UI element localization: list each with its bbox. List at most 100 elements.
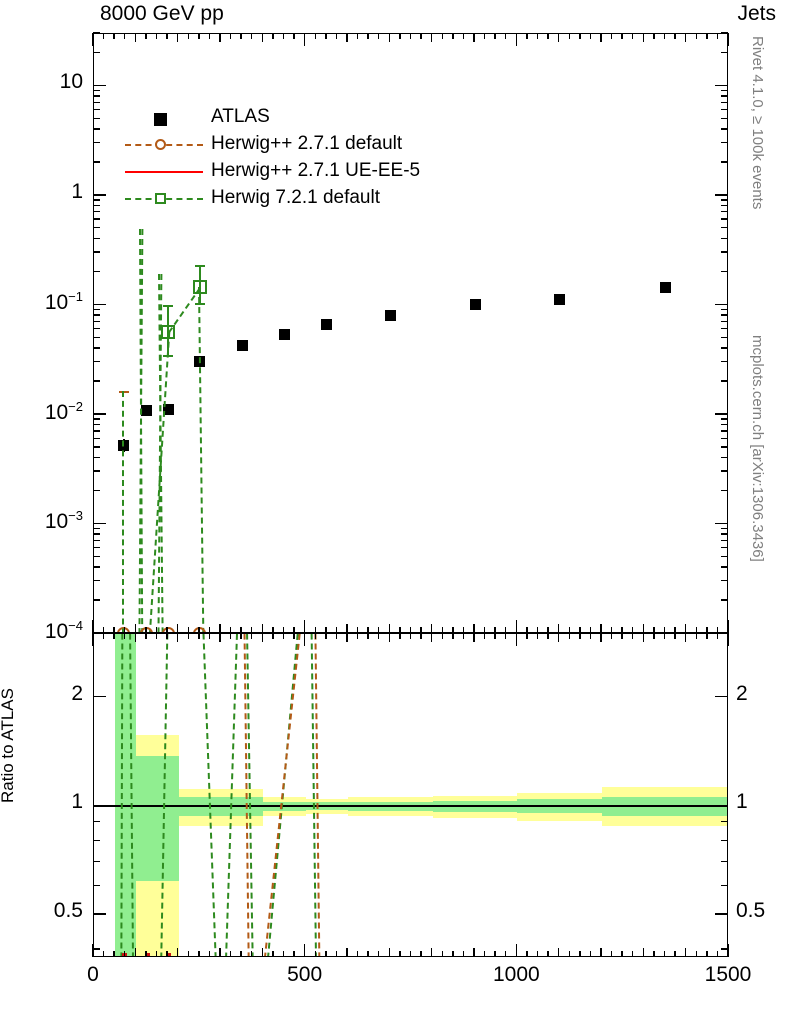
- axis-tick: [93, 884, 100, 887]
- axis-tick: [93, 446, 100, 448]
- axis-tick: [93, 161, 100, 163]
- herwig721-error-cap: [194, 303, 205, 306]
- axis-tick: [240, 951, 242, 957]
- axis-tick: [473, 948, 475, 957]
- axis-tick: [716, 627, 719, 633]
- axis-tick: [610, 627, 613, 633]
- axis-tick: [102, 627, 105, 633]
- axis-tick: [93, 314, 100, 316]
- axis-tick: [356, 627, 359, 633]
- axis-tick: [579, 627, 581, 633]
- axis-tick: [93, 204, 100, 207]
- axis-tick: [134, 624, 137, 633]
- axis-tick: [93, 580, 100, 582]
- axis-tick: [721, 270, 728, 273]
- axis-tick: [653, 627, 655, 633]
- axis-tick: [589, 33, 592, 39]
- axis-tick: [93, 522, 106, 525]
- legend-key: [125, 132, 203, 159]
- axis-tick: [124, 633, 126, 639]
- axis-tick: [93, 599, 100, 601]
- axis-tick: [716, 951, 719, 957]
- axis-tick: [251, 33, 253, 39]
- axis-tick: [716, 33, 719, 39]
- mcplots-source-caption: mcplots.cern.ch [arXiv:1306.3436]: [749, 335, 766, 562]
- axis-tick: [282, 627, 285, 633]
- axis-tick: [721, 430, 728, 432]
- herwig721-error-bar: [167, 305, 170, 356]
- axis-tick: [388, 948, 391, 957]
- axis-tick: [526, 627, 528, 633]
- axis-tick: [721, 89, 728, 91]
- axis-tick: [378, 951, 380, 957]
- axis-tick: [526, 33, 528, 39]
- axis-tick: [721, 860, 728, 862]
- axis-tick: [721, 437, 728, 439]
- axis-tick: [715, 804, 728, 806]
- axis-tick: [721, 456, 728, 459]
- axis-tick: [93, 913, 106, 915]
- axis-tick: [715, 913, 728, 915]
- axis-tick: [536, 33, 539, 39]
- axis-tick: [441, 33, 443, 39]
- axis-tick: [409, 627, 412, 633]
- axis-tick: [314, 33, 316, 39]
- herwigpp271-data-point: [117, 626, 131, 632]
- axis-tick: [695, 33, 697, 39]
- axis-tick: [240, 33, 242, 39]
- ratio-plot-panel: [93, 633, 728, 957]
- y-tick-label: 10−3: [44, 508, 83, 534]
- axis-tick: [198, 33, 200, 39]
- axis-tick: [610, 33, 613, 39]
- axis-tick: [251, 633, 253, 639]
- axis-tick: [505, 33, 507, 39]
- axis-tick: [663, 633, 666, 639]
- axis-tick: [219, 633, 221, 642]
- legend-square-marker: [154, 113, 167, 126]
- axis-tick: [721, 555, 728, 558]
- axis-tick: [721, 418, 728, 420]
- axis-tick: [579, 633, 581, 639]
- axis-tick: [367, 33, 369, 39]
- axis-tick: [721, 199, 728, 201]
- axis-tick: [721, 566, 728, 568]
- axis-tick: [621, 633, 623, 639]
- axis-tick: [568, 951, 570, 957]
- axis-tick: [716, 633, 719, 639]
- axis-tick: [494, 627, 496, 633]
- axis-tick: [229, 633, 232, 639]
- x-tick-label: 0: [87, 963, 99, 986]
- axis-tick: [483, 951, 486, 957]
- axis-tick: [600, 33, 602, 42]
- axis-tick: [610, 633, 613, 639]
- axis-tick: [367, 951, 369, 957]
- axis-tick: [399, 33, 401, 39]
- axis-tick: [378, 627, 380, 633]
- legend-open-square-marker: [155, 193, 166, 204]
- axis-tick: [93, 456, 100, 459]
- axis-tick: [420, 627, 422, 633]
- axis-tick: [409, 951, 412, 957]
- ratio-reference-line: [94, 805, 727, 808]
- ratio-band-green: [136, 755, 179, 882]
- axis-tick: [706, 33, 708, 39]
- axis-tick: [93, 527, 100, 530]
- axis-tick: [721, 141, 728, 144]
- axis-tick: [166, 33, 168, 39]
- axis-tick: [715, 695, 728, 698]
- axis-tick: [600, 624, 602, 633]
- axis-tick: [219, 624, 221, 633]
- axis-tick: [621, 627, 623, 633]
- axis-tick: [93, 101, 100, 103]
- axis-tick: [187, 951, 189, 957]
- axis-tick: [642, 33, 645, 42]
- x-tick-label: 1000: [492, 963, 540, 986]
- axis-tick: [187, 33, 189, 39]
- axis-tick: [113, 33, 115, 39]
- axis-tick: [721, 580, 728, 582]
- axis-tick: [378, 33, 380, 39]
- atlas-data-point: [279, 328, 290, 340]
- axis-tick: [695, 627, 697, 633]
- axis-tick: [642, 633, 645, 642]
- axis-tick: [93, 695, 106, 698]
